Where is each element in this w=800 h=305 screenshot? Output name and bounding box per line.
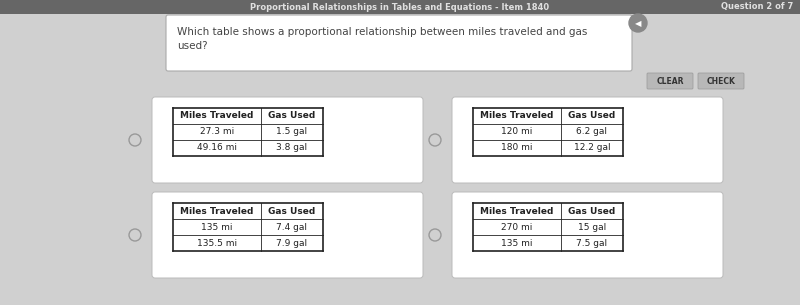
Text: 12.2 gal: 12.2 gal <box>574 143 610 152</box>
Text: 6.2 gal: 6.2 gal <box>577 127 607 137</box>
Text: 15 gal: 15 gal <box>578 223 606 231</box>
Text: Which table shows a proportional relationship between miles traveled and gas
use: Which table shows a proportional relatio… <box>177 27 587 51</box>
Text: 27.3 mi: 27.3 mi <box>200 127 234 137</box>
Text: Gas Used: Gas Used <box>568 206 616 216</box>
Text: CLEAR: CLEAR <box>656 77 684 85</box>
Text: 120 mi: 120 mi <box>502 127 533 137</box>
Text: 7.9 gal: 7.9 gal <box>277 239 307 247</box>
FancyBboxPatch shape <box>452 97 723 183</box>
Circle shape <box>629 14 647 32</box>
Text: 180 mi: 180 mi <box>502 143 533 152</box>
FancyBboxPatch shape <box>0 0 800 14</box>
Text: Miles Traveled: Miles Traveled <box>180 112 254 120</box>
FancyBboxPatch shape <box>452 192 723 278</box>
Text: Gas Used: Gas Used <box>268 112 316 120</box>
Text: 3.8 gal: 3.8 gal <box>277 143 307 152</box>
FancyBboxPatch shape <box>647 73 693 89</box>
Text: Question 2 of 7: Question 2 of 7 <box>721 2 793 12</box>
Text: Proportional Relationships in Tables and Equations - Item 1840: Proportional Relationships in Tables and… <box>250 2 550 12</box>
Text: Gas Used: Gas Used <box>568 112 616 120</box>
FancyBboxPatch shape <box>698 73 744 89</box>
Text: Miles Traveled: Miles Traveled <box>480 112 554 120</box>
Text: Gas Used: Gas Used <box>268 206 316 216</box>
Text: ◀: ◀ <box>634 19 642 28</box>
Text: 135.5 mi: 135.5 mi <box>197 239 237 247</box>
Text: CHECK: CHECK <box>706 77 735 85</box>
Text: 135 mi: 135 mi <box>502 239 533 247</box>
FancyBboxPatch shape <box>152 192 423 278</box>
FancyBboxPatch shape <box>166 15 632 71</box>
Text: 1.5 gal: 1.5 gal <box>277 127 307 137</box>
Text: Miles Traveled: Miles Traveled <box>180 206 254 216</box>
Text: Miles Traveled: Miles Traveled <box>480 206 554 216</box>
Text: 135 mi: 135 mi <box>202 223 233 231</box>
Text: 270 mi: 270 mi <box>502 223 533 231</box>
Text: 7.5 gal: 7.5 gal <box>577 239 607 247</box>
Text: 49.16 mi: 49.16 mi <box>197 143 237 152</box>
FancyBboxPatch shape <box>152 97 423 183</box>
Text: 7.4 gal: 7.4 gal <box>277 223 307 231</box>
